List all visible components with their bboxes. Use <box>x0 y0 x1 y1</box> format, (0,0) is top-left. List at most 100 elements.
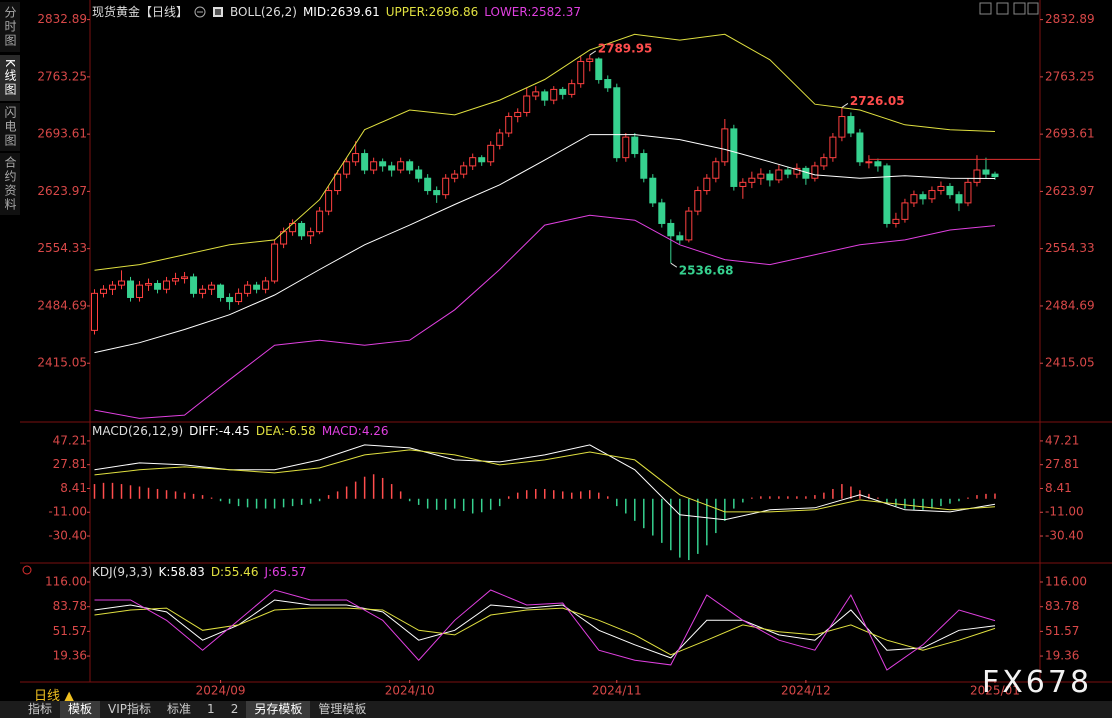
tab-bar: 指标 模板 VIP指标 标准 1 2 另存模板 管理模板 <box>0 701 1112 718</box>
tab[interactable]: 1 <box>207 702 215 716</box>
y-tick-label: -11.00 <box>48 505 87 519</box>
macd-header: MACD(26,12,9) DIFF:-4.45 DEA:-6.58 MACD:… <box>92 424 389 438</box>
y-tick-label: 51.57 <box>53 624 87 638</box>
legend-entry: MID:2639.61 <box>302 4 380 19</box>
y-tick-label: 27.81 <box>53 457 87 471</box>
candle-body <box>865 161 873 164</box>
candle-body <box>658 202 666 224</box>
button[interactable] <box>1013 2 1026 15</box>
y-tick-label: 2832.89 <box>1045 12 1095 26</box>
candle-body <box>307 231 315 237</box>
side-tab[interactable]: K线图 <box>0 55 20 101</box>
tab[interactable]: 指标 <box>28 702 53 716</box>
indicator-name: BOLL(26,2) <box>230 4 297 19</box>
y-tick-label: 47.21 <box>53 433 87 447</box>
window-buttons <box>979 2 1039 15</box>
candle-body <box>253 284 261 290</box>
side-tab[interactable]: 分时图 <box>0 2 20 52</box>
legend-entry: DIFF:-4.45 <box>189 424 250 438</box>
annotation-pointer <box>670 262 678 268</box>
button[interactable] <box>1027 2 1039 15</box>
y-tick-label: 2693.61 <box>1045 127 1095 141</box>
indicator-line <box>94 214 996 419</box>
candle-body <box>334 173 342 192</box>
background <box>20 0 1112 700</box>
y-tick-label: 116.00 <box>1045 575 1087 589</box>
annotation: 2726.05 <box>850 94 905 108</box>
legend-entry: K:58.83 <box>158 565 205 579</box>
candle-body <box>433 190 441 196</box>
candle-body <box>127 280 135 298</box>
candle-body <box>217 284 225 298</box>
candle-body <box>523 95 531 113</box>
y-tick-label: 2763.25 <box>37 69 87 83</box>
side-tab[interactable]: 合约资料 <box>0 153 20 215</box>
x-tick-label: 2024/10 <box>385 684 435 698</box>
y-tick-label: 116.00 <box>45 575 87 589</box>
candle-body <box>316 210 324 233</box>
x-tick-label: 2024/12 <box>781 684 831 698</box>
candle-body <box>163 280 171 290</box>
candle-body <box>343 161 351 175</box>
indicator-line <box>94 589 996 671</box>
y-tick-label: -30.40 <box>48 529 87 543</box>
legend-entry: UPPER:2696.86 <box>385 4 479 19</box>
y-tick-label: 27.81 <box>1045 457 1079 471</box>
candle-body <box>496 132 504 146</box>
tab[interactable]: VIP指标 <box>108 702 152 716</box>
candle-body <box>199 288 207 294</box>
y-tick-label: 2832.89 <box>37 12 87 26</box>
candle-body <box>541 91 549 101</box>
annotation-pointer <box>841 103 849 108</box>
candle-body <box>370 161 378 171</box>
candle-body <box>955 194 963 204</box>
candle-body <box>757 173 765 179</box>
legend-entry: D:55.46 <box>210 565 259 579</box>
indicator-icon[interactable] <box>212 6 224 18</box>
candle-body <box>172 278 180 282</box>
period-selector[interactable]: 日线 ▲ <box>34 689 75 704</box>
side-tab[interactable]: 闪电图 <box>0 103 20 151</box>
y-tick-label: 51.57 <box>1045 624 1079 638</box>
tab[interactable]: 标准 <box>167 702 192 716</box>
candle-body <box>667 222 675 237</box>
candle-body <box>244 284 252 294</box>
candle-body <box>577 60 585 85</box>
tab[interactable]: 2 <box>230 702 239 716</box>
indicator-line <box>94 444 996 521</box>
candle-body <box>739 181 747 187</box>
candle-body <box>352 153 360 163</box>
y-tick-label: 2623.97 <box>37 184 87 198</box>
y-tick-label: 2484.69 <box>37 298 87 312</box>
zoom-icon[interactable] <box>194 6 206 18</box>
tab[interactable]: 模板 <box>60 701 101 718</box>
candle-body <box>712 161 720 179</box>
y-tick-label: 2484.69 <box>1045 298 1095 312</box>
candle-body <box>982 169 990 175</box>
candle-body <box>451 173 459 179</box>
candle-body <box>766 173 774 181</box>
candle-body <box>91 292 99 331</box>
candle-body <box>604 79 612 89</box>
button[interactable] <box>996 2 1009 15</box>
y-tick-label: 2693.61 <box>37 127 87 141</box>
tab[interactable]: 管理模板 <box>318 702 367 716</box>
candle-body <box>685 210 693 241</box>
y-tick-label: 47.21 <box>1045 433 1079 447</box>
candle-body <box>775 169 783 181</box>
candle-body <box>595 58 603 81</box>
candle-body <box>937 185 945 192</box>
indicator-line <box>94 134 996 354</box>
candle-body <box>892 218 900 224</box>
button[interactable] <box>979 2 992 15</box>
candle-body <box>379 161 387 167</box>
candle-body <box>856 132 864 163</box>
tab[interactable]: 另存模板 <box>246 701 311 718</box>
legend-entry: MACD:4.26 <box>321 424 389 438</box>
candle-body <box>847 116 855 134</box>
y-tick-label: 2554.33 <box>1045 241 1095 255</box>
x-tick-label: 2024/11 <box>592 684 642 698</box>
candle-body <box>505 116 513 134</box>
candle-body <box>442 177 450 196</box>
